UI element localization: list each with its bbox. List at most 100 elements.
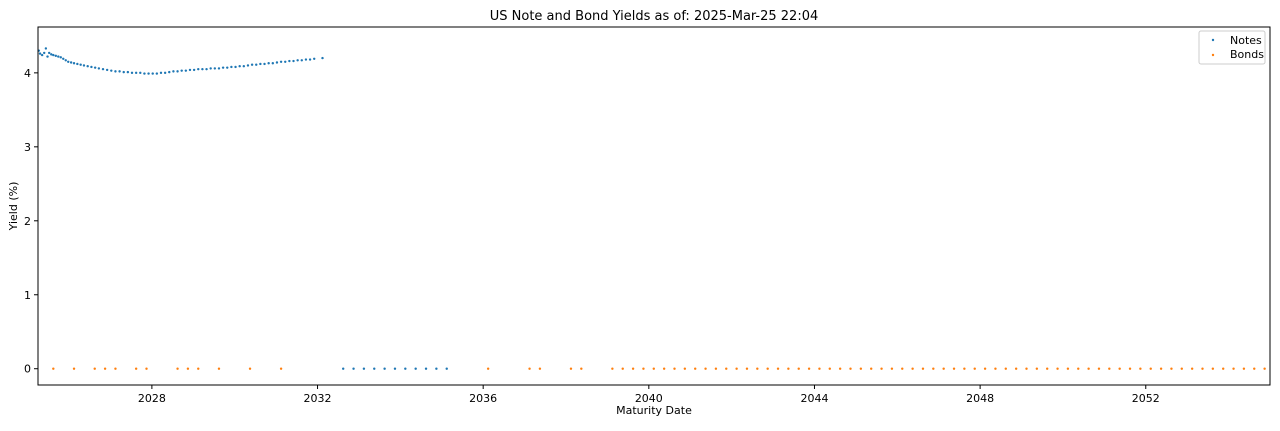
x-axis-label: Maturity Date xyxy=(616,404,692,417)
data-point-notes xyxy=(205,67,208,71)
data-point-notes xyxy=(172,70,175,73)
data-point-notes xyxy=(383,367,386,370)
data-point-notes xyxy=(230,65,233,69)
data-point-bonds xyxy=(756,367,759,370)
data-point-bonds xyxy=(1180,367,1183,370)
data-point-notes xyxy=(118,70,121,73)
data-point-bonds xyxy=(569,367,573,370)
data-point-bonds xyxy=(1253,367,1256,370)
data-point-bonds xyxy=(735,367,738,370)
data-point-notes xyxy=(292,59,295,63)
data-point-notes xyxy=(284,60,287,63)
data-point-bonds xyxy=(870,367,873,370)
data-point-notes xyxy=(62,57,65,61)
data-point-notes xyxy=(105,68,109,72)
data-point-notes xyxy=(147,72,150,75)
data-point-bonds xyxy=(1211,367,1215,370)
data-point-bonds xyxy=(631,367,635,370)
data-point-notes xyxy=(201,67,204,71)
data-point-notes xyxy=(238,65,241,68)
data-point-bonds xyxy=(942,367,945,370)
data-point-bonds xyxy=(248,367,252,370)
data-point-notes xyxy=(151,72,154,75)
y-tick-label: 1 xyxy=(24,289,31,302)
data-point-notes xyxy=(176,70,179,73)
data-point-notes xyxy=(101,67,105,71)
data-point-bonds xyxy=(538,367,542,370)
data-point-notes xyxy=(54,54,58,58)
data-point-notes xyxy=(126,70,130,74)
y-tick-label: 3 xyxy=(24,141,31,154)
data-point-bonds xyxy=(828,367,831,370)
data-point-bonds xyxy=(911,367,914,370)
data-point-bonds xyxy=(611,367,614,370)
data-point-notes xyxy=(159,71,163,75)
data-point-notes xyxy=(445,367,448,370)
data-point-notes xyxy=(259,62,262,66)
x-tick-label: 2052 xyxy=(1132,392,1160,405)
data-point-bonds xyxy=(766,367,769,370)
data-point-notes xyxy=(255,63,258,66)
data-point-bonds xyxy=(217,367,221,370)
y-tick-label: 4 xyxy=(24,67,31,80)
data-point-bonds xyxy=(983,367,987,370)
data-point-bonds xyxy=(1025,367,1028,370)
data-point-notes xyxy=(64,59,67,62)
data-point-notes xyxy=(143,72,146,75)
data-point-bonds xyxy=(528,367,531,370)
data-point-notes xyxy=(43,51,46,55)
data-point-notes xyxy=(46,55,49,58)
data-point-notes xyxy=(93,66,97,69)
data-point-bonds xyxy=(1263,367,1266,370)
data-point-notes xyxy=(67,60,70,63)
x-tick-label: 2032 xyxy=(304,392,332,405)
data-point-notes xyxy=(79,63,82,66)
data-point-notes xyxy=(90,65,93,69)
data-point-notes xyxy=(342,367,345,370)
data-point-bonds xyxy=(745,367,749,370)
data-point-bonds xyxy=(849,367,852,370)
data-point-notes xyxy=(180,69,183,72)
data-point-notes xyxy=(97,67,101,70)
data-point-bonds xyxy=(818,367,821,370)
data-point-notes xyxy=(44,47,48,50)
data-point-notes xyxy=(308,58,312,61)
data-point-notes xyxy=(217,67,221,70)
data-point-bonds xyxy=(932,367,935,370)
data-point-bonds xyxy=(1108,367,1111,370)
x-tick-label: 2028 xyxy=(138,392,166,405)
data-point-bonds xyxy=(859,367,863,370)
data-point-notes xyxy=(263,62,266,66)
data-point-notes xyxy=(288,59,291,63)
data-point-notes xyxy=(296,59,299,62)
data-point-bonds xyxy=(1046,367,1049,370)
data-point-bonds xyxy=(279,367,283,370)
data-point-bonds xyxy=(486,367,490,370)
data-point-notes xyxy=(130,71,134,75)
data-point-bonds xyxy=(145,367,148,370)
data-point-bonds xyxy=(662,367,666,370)
data-point-bonds xyxy=(838,367,842,370)
data-point-bonds xyxy=(1149,367,1152,370)
data-point-bonds xyxy=(1222,367,1225,370)
data-point-notes xyxy=(139,71,142,75)
y-axis: 0 1 2 3 4 xyxy=(24,67,38,376)
plot-area xyxy=(37,47,1266,370)
data-point-notes xyxy=(86,65,89,68)
data-point-notes xyxy=(246,64,250,67)
data-point-bonds xyxy=(673,367,676,370)
data-point-notes xyxy=(275,61,279,64)
data-point-notes xyxy=(192,68,196,72)
x-tick-label: 2044 xyxy=(800,392,828,405)
data-point-bonds xyxy=(652,367,655,370)
data-point-notes xyxy=(197,67,200,71)
data-point-notes xyxy=(393,367,397,370)
data-point-bonds xyxy=(1004,367,1007,370)
data-point-notes xyxy=(209,67,212,70)
data-point-bonds xyxy=(1139,367,1142,370)
data-point-bonds xyxy=(1035,367,1039,370)
data-point-notes xyxy=(57,55,60,58)
data-point-notes xyxy=(188,68,192,72)
